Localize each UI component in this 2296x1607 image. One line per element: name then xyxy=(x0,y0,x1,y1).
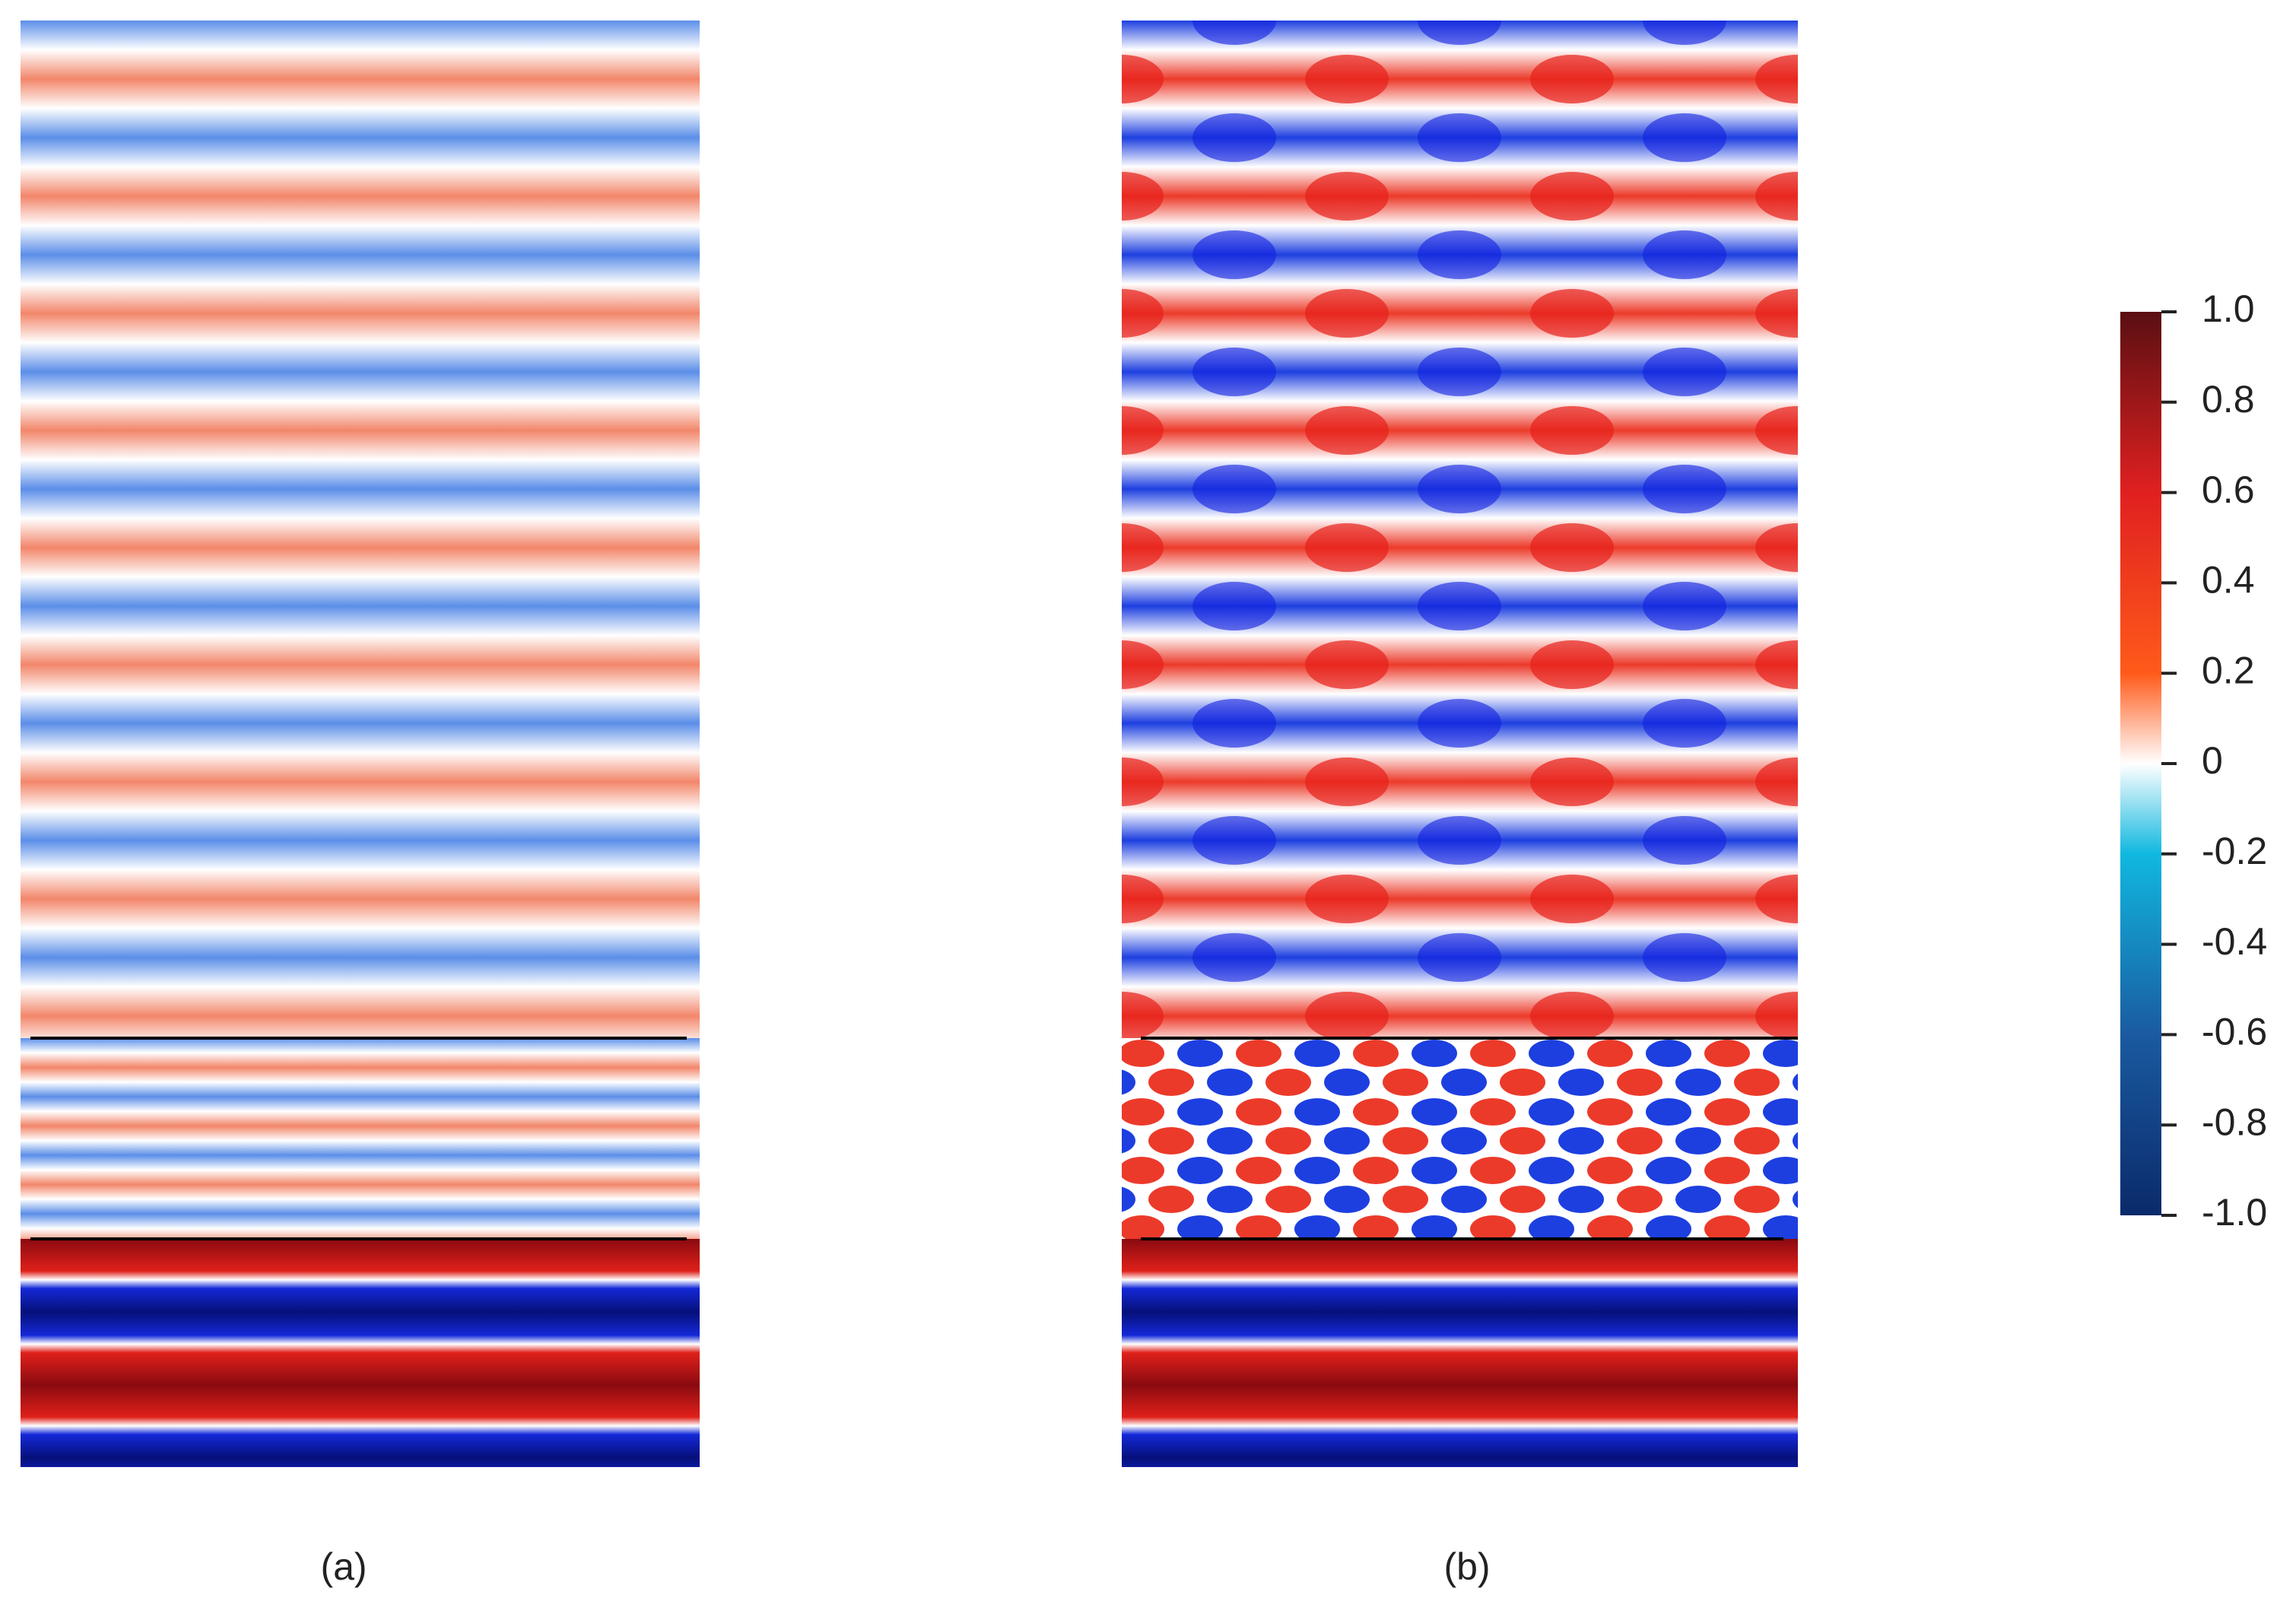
colorbar-tick-label: -0.4 xyxy=(2202,920,2267,963)
colorbar-tick-label: 0 xyxy=(2202,739,2223,782)
panel-b: (b) xyxy=(1122,21,1798,1588)
colorbar: 1.0 0.8 0.6 0.4 0.2 0 -0.2 -0.4 -0.6 -0.8 -1.0 xyxy=(2120,287,2267,1234)
panel-a: (a) xyxy=(21,21,700,1588)
colorbar-tick-label: -0.6 xyxy=(2202,1011,2267,1053)
colorbar-tick-label: 0.8 xyxy=(2202,378,2255,421)
panel-label: (a) xyxy=(320,1545,367,1588)
field-bottom xyxy=(1122,1239,1798,1467)
panel-label: (b) xyxy=(1443,1545,1490,1588)
colorbar-tick-label: 0.6 xyxy=(2202,468,2255,511)
field-bottom xyxy=(21,1239,700,1467)
colorbar-tick-label: -1.0 xyxy=(2202,1191,2267,1234)
colorbar-gradient xyxy=(2120,312,2161,1215)
colorbar-tick-label: 0.4 xyxy=(2202,559,2255,602)
field-blobs xyxy=(1122,21,1798,1038)
colorbar-tick-label: -0.2 xyxy=(2202,830,2267,872)
field-top xyxy=(21,21,700,1038)
colorbar-tick-label: 0.2 xyxy=(2202,649,2255,691)
field-middle xyxy=(1122,1038,1798,1239)
colorbar-tick-label: 1.0 xyxy=(2202,287,2255,330)
field-middle xyxy=(21,1038,700,1239)
colorbar-tick-label: -0.8 xyxy=(2202,1100,2267,1143)
